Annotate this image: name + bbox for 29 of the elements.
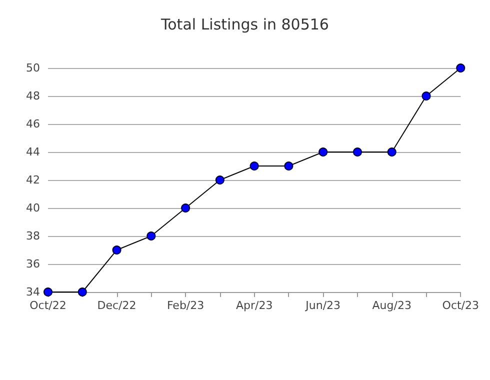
y-tick-label: 48: [26, 90, 40, 102]
y-tick-label: 46: [26, 118, 40, 130]
x-tick-label: Apr/23: [236, 299, 273, 312]
y-tick-label: 44: [26, 146, 40, 158]
x-tick-label: Dec/22: [97, 299, 136, 312]
x-tick-label: Feb/23: [166, 299, 204, 312]
point: [181, 204, 190, 212]
y-tick-label: 40: [26, 202, 40, 214]
y-tick-label: 50: [26, 62, 40, 74]
point: [456, 64, 466, 72]
point: [112, 246, 122, 254]
point: [284, 162, 294, 170]
chart-title: Total Listings in 80516: [160, 16, 329, 34]
x-tick-label: Jun/23: [304, 299, 341, 312]
point: [387, 148, 396, 156]
x-tick-label: Aug/23: [372, 299, 412, 312]
y-tick-label: 38: [26, 230, 40, 242]
y-tick-label: 36: [26, 258, 40, 270]
point: [422, 92, 431, 100]
y-tick-label: 34: [26, 286, 40, 298]
point: [318, 148, 328, 156]
point: [250, 162, 259, 170]
y-tick-label: 42: [26, 174, 40, 186]
point: [215, 176, 224, 184]
point: [352, 148, 362, 156]
point: [146, 232, 156, 240]
point: [78, 288, 87, 296]
x-tick-label: Oct/22: [30, 299, 66, 312]
x-tick-label: Oct/23: [442, 299, 480, 312]
